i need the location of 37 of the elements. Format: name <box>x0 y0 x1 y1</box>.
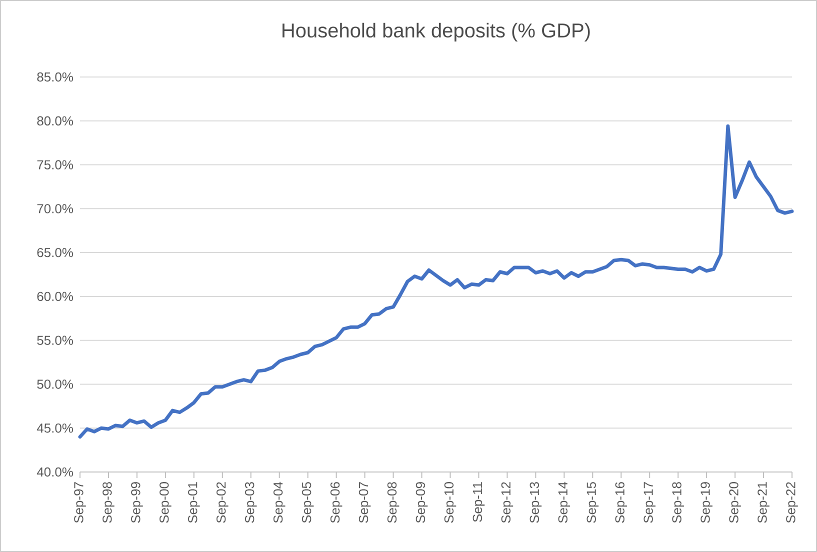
x-tick-label: Sep-09 <box>416 482 428 523</box>
y-tick-label: 40.0% <box>36 467 74 477</box>
y-tick-label: 50.0% <box>37 380 74 389</box>
x-tick-label: Sep-06 <box>330 482 342 523</box>
x-tick-label: Sep-08 <box>387 482 400 523</box>
x-tick-label: Sep-01 <box>188 482 200 523</box>
x-tick-label: Sep-11 <box>472 482 485 522</box>
x-tick-label: Sep-15 <box>586 482 599 523</box>
x-tick-label: Sep-13 <box>530 482 542 523</box>
x-tick-label: Sep-10 <box>444 482 456 523</box>
y-tick-label: 65.0% <box>37 248 74 258</box>
x-tick-label: Sep-02 <box>216 482 228 523</box>
x-tick-label: Sep-03 <box>244 482 257 523</box>
x-tick-label: Sep-21 <box>758 482 770 523</box>
x-tick-label: Sep-12 <box>501 482 514 523</box>
x-tick-label: Sep-19 <box>700 482 712 523</box>
x-tick-label: Sep-05 <box>302 482 314 523</box>
x-tick-label: Sep-18 <box>672 482 684 523</box>
x-tick-label: Sep-16 <box>615 482 628 523</box>
x-tick-label: Sep-98 <box>102 482 114 523</box>
chart-title: Household bank deposits (% GDP) <box>282 22 590 42</box>
x-tick-label: Sep-07 <box>358 482 371 523</box>
x-tick-label: Sep-99 <box>131 482 143 523</box>
x-tick-label: Sep-14 <box>558 482 570 523</box>
y-tick-label: 55.0% <box>37 336 74 345</box>
y-tick-label: 85.0% <box>37 72 74 82</box>
x-tick-label: Sep-04 <box>273 482 286 523</box>
x-tick-label: Sep-00 <box>160 482 172 523</box>
x-tick-label: Sep-17 <box>644 482 656 523</box>
y-tick-label: 70.0% <box>37 204 74 214</box>
x-tick-label: Sep-20 <box>729 482 741 523</box>
y-tick-label: 75.0% <box>37 160 74 170</box>
y-tick-label: 60.0% <box>37 292 74 302</box>
y-tick-label: 45.0% <box>36 424 74 433</box>
x-tick-label: Sep-22 <box>786 482 798 523</box>
x-tick-label: Sep-97 <box>74 482 86 523</box>
y-tick-label: 80.0% <box>37 116 74 126</box>
